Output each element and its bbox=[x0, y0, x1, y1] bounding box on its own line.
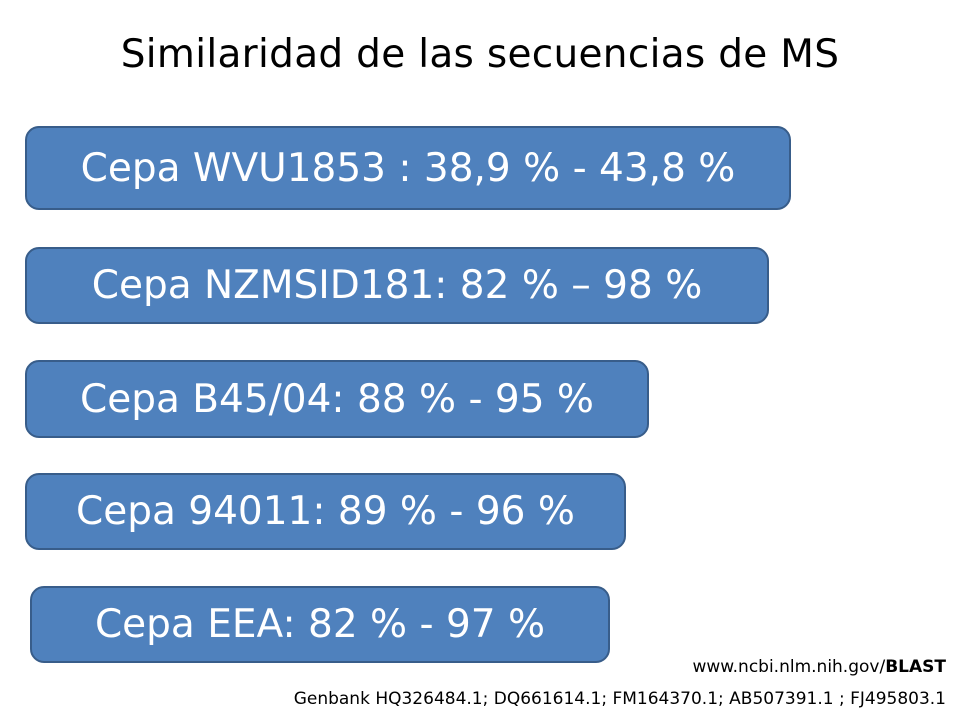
source-url: www.ncbi.nlm.nih.gov/BLAST bbox=[692, 657, 946, 677]
genbank-references: Genbank HQ326484.1; DQ661614.1; FM164370… bbox=[293, 689, 946, 709]
source-url-bold: BLAST bbox=[885, 657, 946, 677]
strain-bar-label: Cepa B45/04: 88 % - 95 % bbox=[80, 376, 594, 422]
strain-bar-label: Cepa NZMSID181: 82 % – 98 % bbox=[91, 263, 703, 308]
strain-bar-b45-04: Cepa B45/04: 88 % - 95 % bbox=[25, 360, 649, 438]
strain-bar-eea: Cepa EEA: 82 % - 97 % bbox=[30, 586, 610, 663]
strain-bar-wvu1853: Cepa WVU1853 : 38,9 % - 43,8 % bbox=[25, 126, 791, 210]
source-url-prefix: www.ncbi.nlm.nih.gov/ bbox=[692, 657, 886, 677]
strain-bar-label: Cepa WVU1853 : 38,9 % - 43,8 % bbox=[80, 145, 736, 191]
slide-title: Similaridad de las secuencias de MS bbox=[120, 32, 840, 77]
strain-bar-nzmsid181: Cepa NZMSID181: 82 % – 98 % bbox=[25, 247, 769, 324]
strain-bar-label: Cepa EEA: 82 % - 97 % bbox=[94, 602, 546, 647]
strain-bar-label: Cepa 94011: 89 % - 96 % bbox=[76, 489, 575, 534]
strain-bar-94011: Cepa 94011: 89 % - 96 % bbox=[25, 473, 626, 550]
